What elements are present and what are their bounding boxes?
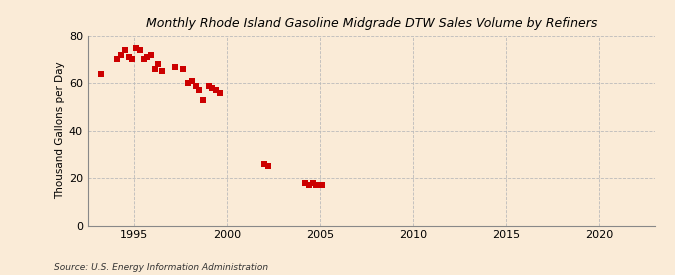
- Point: [95, 72, 106, 76]
- Title: Monthly Rhode Island Gasoline Midgrade DTW Sales Volume by Refiners: Monthly Rhode Island Gasoline Midgrade D…: [146, 17, 597, 31]
- Point: [157, 69, 167, 73]
- Point: [263, 164, 273, 168]
- Point: [259, 162, 270, 166]
- Point: [307, 181, 318, 185]
- Point: [146, 53, 157, 57]
- Point: [194, 88, 205, 92]
- Point: [149, 67, 160, 71]
- Point: [211, 88, 221, 92]
- Point: [177, 67, 188, 71]
- Point: [119, 48, 130, 52]
- Point: [153, 62, 164, 66]
- Point: [207, 86, 218, 90]
- Point: [127, 57, 138, 62]
- Point: [131, 45, 142, 50]
- Point: [300, 181, 310, 185]
- Y-axis label: Thousand Gallons per Day: Thousand Gallons per Day: [55, 62, 65, 199]
- Point: [142, 55, 153, 59]
- Point: [124, 55, 134, 59]
- Point: [198, 98, 209, 102]
- Point: [203, 83, 214, 88]
- Point: [112, 57, 123, 62]
- Point: [134, 48, 145, 52]
- Point: [317, 183, 327, 187]
- Point: [215, 90, 225, 95]
- Point: [116, 53, 127, 57]
- Point: [315, 183, 325, 187]
- Point: [138, 57, 149, 62]
- Point: [304, 183, 315, 187]
- Point: [186, 79, 197, 83]
- Point: [190, 83, 201, 88]
- Point: [183, 81, 194, 85]
- Point: [169, 64, 180, 69]
- Point: [311, 183, 322, 187]
- Text: Source: U.S. Energy Information Administration: Source: U.S. Energy Information Administ…: [54, 263, 268, 272]
